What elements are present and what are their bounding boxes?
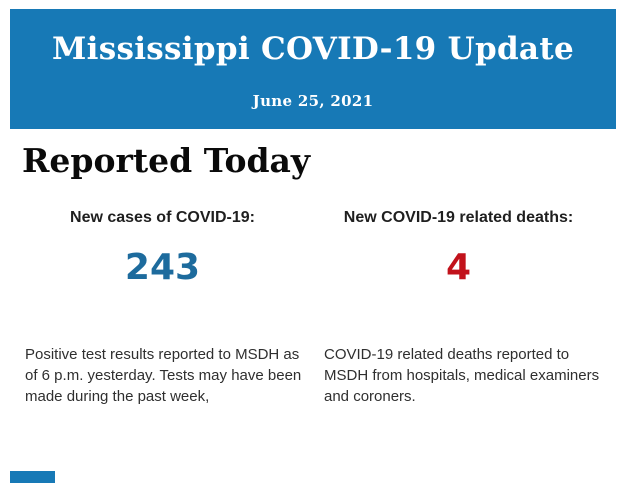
newsletter-title: Mississippi COVID-19 Update — [52, 31, 574, 67]
next-section-banner-partial — [10, 471, 55, 483]
new-deaths-description: COVID-19 related deaths reported to MSDH… — [324, 346, 600, 405]
new-cases-label: New cases of COVID-19: — [70, 209, 255, 226]
new-cases-description: Positive test results reported to MSDH a… — [25, 346, 302, 405]
stat-new-deaths: New COVID-19 related deaths: 4 COVID-19 … — [316, 0, 601, 483]
stat-new-cases: New cases of COVID-19: 243 Positive test… — [20, 0, 305, 483]
new-deaths-label: New COVID-19 related deaths: — [343, 209, 574, 226]
header-banner: Mississippi COVID-19 Update June 25, 202… — [10, 9, 616, 129]
new-cases-count: 243 — [124, 247, 201, 288]
newsletter-date: June 25, 2021 — [252, 92, 374, 110]
section-title: Reported Today — [22, 141, 311, 180]
new-deaths-count: 4 — [445, 247, 472, 288]
